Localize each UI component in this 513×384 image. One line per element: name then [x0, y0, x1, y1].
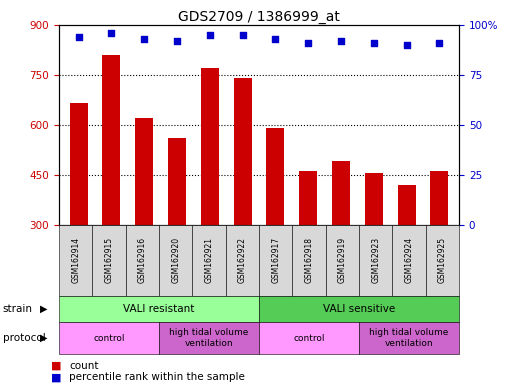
Text: GSM162925: GSM162925 — [438, 237, 447, 283]
Text: strain: strain — [3, 304, 32, 314]
Bar — [135, 118, 153, 225]
Text: ■: ■ — [51, 372, 62, 382]
Text: ▶: ▶ — [40, 333, 47, 343]
Text: GSM162919: GSM162919 — [338, 237, 347, 283]
Point — [206, 32, 214, 38]
Text: GSM162914: GSM162914 — [71, 237, 80, 283]
Text: GSM162918: GSM162918 — [305, 237, 313, 283]
Bar — [299, 171, 317, 225]
Point — [370, 40, 378, 46]
Title: GDS2709 / 1386999_at: GDS2709 / 1386999_at — [178, 10, 340, 24]
Text: GSM162915: GSM162915 — [105, 237, 113, 283]
Text: VALI resistant: VALI resistant — [123, 304, 195, 314]
Text: GSM162917: GSM162917 — [271, 237, 280, 283]
Point — [403, 42, 411, 48]
Bar — [332, 161, 350, 225]
Text: count: count — [69, 361, 99, 371]
Text: GSM162922: GSM162922 — [238, 237, 247, 283]
Point — [304, 40, 312, 46]
Point — [239, 32, 247, 38]
Bar — [365, 173, 383, 225]
Text: ■: ■ — [51, 361, 62, 371]
Text: GSM162920: GSM162920 — [171, 237, 180, 283]
Text: control: control — [293, 334, 325, 343]
Text: control: control — [93, 334, 125, 343]
Point — [436, 40, 444, 46]
Bar — [233, 78, 252, 225]
Bar — [430, 171, 448, 225]
Bar — [103, 55, 121, 225]
Text: high tidal volume
ventilation: high tidal volume ventilation — [169, 328, 249, 348]
Point — [107, 30, 115, 36]
Text: GSM162923: GSM162923 — [371, 237, 380, 283]
Text: protocol: protocol — [3, 333, 45, 343]
Point — [140, 36, 148, 42]
Text: GSM162921: GSM162921 — [205, 237, 213, 283]
Text: GSM162924: GSM162924 — [405, 237, 413, 283]
Bar — [266, 128, 285, 225]
Text: ▶: ▶ — [40, 304, 47, 314]
Point — [173, 38, 181, 44]
Point — [74, 34, 83, 40]
Bar — [70, 103, 88, 225]
Point — [271, 36, 280, 42]
Text: VALI sensitive: VALI sensitive — [323, 304, 395, 314]
Bar — [168, 138, 186, 225]
Point — [337, 38, 345, 44]
Text: percentile rank within the sample: percentile rank within the sample — [69, 372, 245, 382]
Bar — [201, 68, 219, 225]
Text: high tidal volume
ventilation: high tidal volume ventilation — [369, 328, 449, 348]
Bar — [398, 185, 416, 225]
Text: GSM162916: GSM162916 — [138, 237, 147, 283]
